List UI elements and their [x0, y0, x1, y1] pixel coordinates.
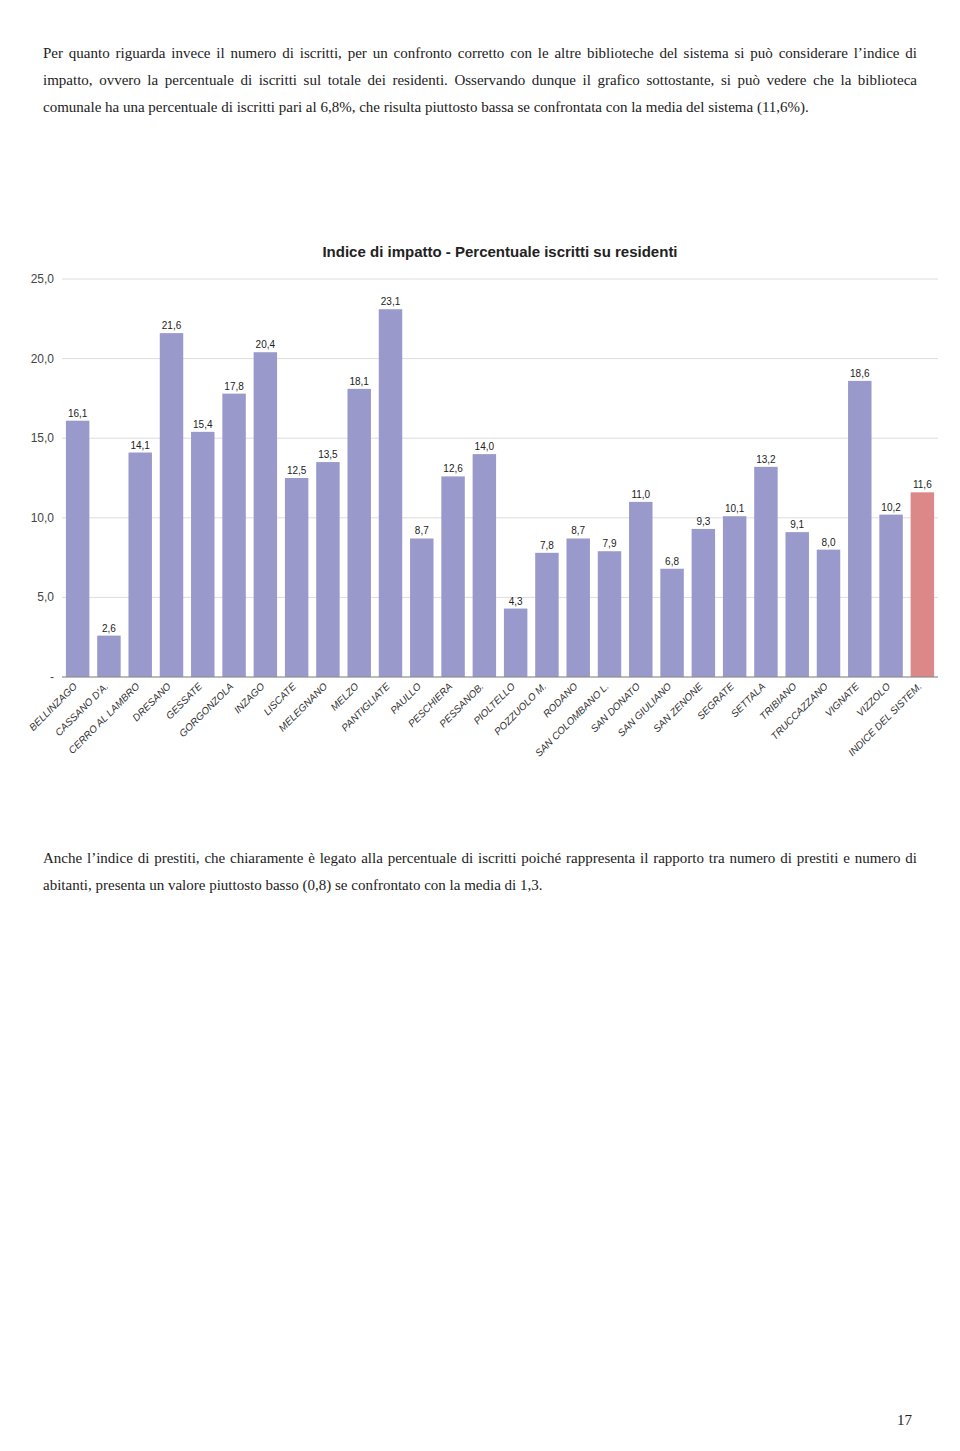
data-label: 21,6 — [162, 320, 182, 331]
data-label: 8,7 — [571, 525, 585, 536]
data-label: 13,2 — [756, 454, 776, 465]
y-tick-label: 15,0 — [31, 431, 55, 445]
bar — [598, 551, 621, 677]
y-tick-label: 20,0 — [31, 352, 55, 366]
bar — [660, 569, 683, 677]
bar — [848, 381, 871, 677]
bar — [504, 609, 527, 677]
data-label: 14,0 — [475, 441, 495, 452]
bar — [160, 333, 183, 677]
x-tick-label: CASSANO D'A. — [53, 681, 110, 738]
chart: Indice di impatto - Percentuale iscritti… — [0, 235, 960, 795]
grid-line — [62, 677, 938, 678]
data-label: 7,9 — [603, 538, 617, 549]
bar — [692, 529, 715, 677]
x-tick-label: POZZUOLO M. — [492, 681, 549, 738]
bar — [723, 516, 746, 677]
data-label: 20,4 — [256, 339, 276, 350]
grid-line — [62, 358, 938, 359]
data-label: 6,8 — [665, 556, 679, 567]
bar — [629, 502, 652, 677]
x-axis-line — [62, 677, 938, 678]
page-number: 17 — [897, 1412, 912, 1429]
data-label: 18,6 — [850, 368, 870, 379]
x-tick-label: CERRO AL LAMBRO — [66, 680, 142, 756]
bar — [817, 550, 840, 677]
data-label: 4,3 — [509, 596, 523, 607]
bar — [535, 553, 558, 677]
data-label: 11,6 — [913, 479, 932, 490]
bottom-paragraph: Anche l’indice di prestiti, che chiarame… — [43, 845, 917, 899]
bar — [222, 394, 245, 677]
x-tick-label: INDICE DEL SISTEM. — [846, 681, 924, 759]
bar — [911, 492, 934, 677]
data-labels: 16,1 2,6 14,1 21,6 15,4 17,8 20,4 12,5 13,5 18,1 2… — [68, 296, 932, 633]
bar — [97, 636, 120, 677]
data-label: 14,1 — [130, 440, 150, 451]
data-label: 17,8 — [224, 381, 244, 392]
bar — [473, 454, 496, 677]
data-label: 23,1 — [381, 296, 401, 307]
data-label: 12,6 — [443, 463, 463, 474]
top-paragraph: Per quanto riguarda invece il numero di … — [43, 40, 917, 121]
bar — [285, 478, 308, 677]
y-tick-label: 5,0 — [37, 590, 54, 604]
bar — [379, 309, 402, 677]
y-tick-label: 25,0 — [31, 272, 55, 286]
data-label: 18,1 — [349, 376, 369, 387]
chart-title: Indice di impatto - Percentuale iscritti… — [322, 243, 677, 260]
bar — [754, 467, 777, 677]
x-tick-label: SAN ZENONE — [651, 680, 705, 734]
data-label: 8,0 — [822, 537, 836, 548]
x-tick-label: TRUCCAZZANO — [769, 680, 830, 741]
x-tick-label: SEGRATE — [695, 680, 736, 721]
grid-line — [62, 279, 938, 280]
x-tick-label: SAN GIULIANO — [615, 680, 673, 738]
data-label: 9,3 — [696, 516, 710, 527]
bar — [566, 538, 589, 677]
data-label: 15,4 — [193, 419, 213, 430]
data-label: 7,8 — [540, 540, 554, 551]
data-label: 11,0 — [631, 489, 650, 500]
bar — [128, 453, 151, 677]
bar — [879, 515, 902, 677]
data-label: 8,7 — [415, 525, 429, 536]
bar — [316, 462, 339, 677]
data-label: 10,2 — [881, 502, 901, 513]
data-label: 10,1 — [725, 503, 745, 514]
y-tick-label: - — [50, 670, 54, 684]
x-tick-label: GORGONZOLA — [177, 680, 236, 739]
bar — [254, 352, 277, 677]
grid — [62, 279, 938, 677]
bar — [347, 389, 370, 677]
x-tick-label: PANTIGLIATE — [339, 680, 392, 733]
bar — [785, 532, 808, 677]
data-label: 2,6 — [102, 623, 116, 634]
data-label: 12,5 — [287, 465, 307, 476]
bar — [410, 538, 433, 677]
data-label: 9,1 — [790, 519, 804, 530]
data-label: 16,1 — [68, 408, 88, 419]
bars — [66, 309, 934, 677]
y-tick-label: 10,0 — [31, 511, 55, 525]
x-tick-label: MELEGNANO — [276, 680, 329, 733]
bar — [66, 421, 89, 677]
bar — [191, 432, 214, 677]
bar — [441, 476, 464, 677]
data-label: 13,5 — [318, 449, 338, 460]
